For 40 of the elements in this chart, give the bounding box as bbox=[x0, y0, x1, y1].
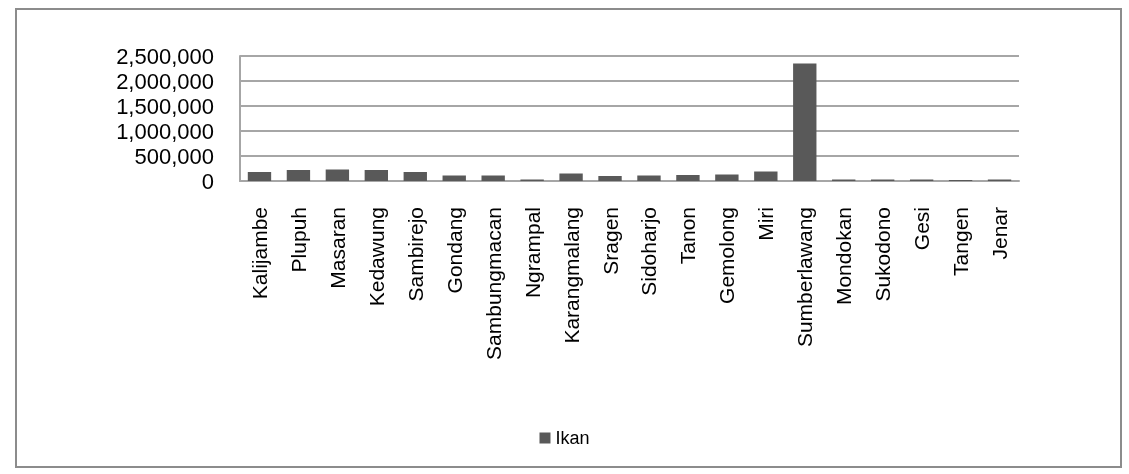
x-tick-label: Sumberlawang bbox=[793, 207, 817, 348]
y-tick-label: 0 bbox=[201, 168, 214, 194]
bar bbox=[481, 175, 505, 181]
x-tick-label: Kedawung bbox=[364, 207, 388, 307]
x-tick-label: Jenar bbox=[988, 206, 1012, 260]
x-tick-label: Gondang bbox=[442, 207, 466, 294]
x-tick-label: Sragen bbox=[598, 207, 622, 275]
x-tick-label: Miri bbox=[754, 207, 778, 241]
x-tick-label: Karangmalang bbox=[559, 207, 583, 344]
x-tick-label: Tanon bbox=[676, 207, 700, 265]
y-tick-label: 2,500,000 bbox=[116, 43, 214, 69]
bar bbox=[754, 171, 778, 181]
bar bbox=[247, 172, 272, 181]
bar bbox=[403, 172, 427, 181]
bar bbox=[715, 174, 739, 181]
x-tick-label: Ngrampal bbox=[520, 207, 544, 299]
bar bbox=[325, 169, 350, 181]
legend-label: Ikan bbox=[555, 428, 590, 448]
x-tick-label: Plupuh bbox=[286, 207, 310, 273]
bar bbox=[637, 175, 661, 181]
x-tick-label: Sidoharjo bbox=[637, 207, 661, 296]
x-tick-label: Gesi bbox=[910, 207, 934, 251]
x-tick-label: Kalijambe bbox=[247, 207, 271, 300]
x-tick-label: Masaran bbox=[325, 207, 349, 289]
y-tick-label: 1,000,000 bbox=[116, 118, 214, 144]
x-tick-label: Sambungmacan bbox=[481, 207, 505, 360]
y-tick-label: 2,000,000 bbox=[116, 68, 214, 94]
x-tick-label: Sambirejo bbox=[403, 207, 427, 302]
bar bbox=[598, 176, 622, 181]
x-tick-label: Mondokan bbox=[832, 207, 856, 306]
bar bbox=[793, 63, 817, 181]
x-tick-label: Tangen bbox=[949, 207, 973, 276]
y-tick-label: 500,000 bbox=[134, 143, 214, 169]
bar bbox=[364, 170, 389, 181]
bar bbox=[676, 175, 700, 181]
bar bbox=[286, 170, 311, 181]
x-tick-label: Gemolong bbox=[715, 207, 739, 304]
y-tick-label: 1,500,000 bbox=[116, 93, 214, 119]
x-tick-label: Sukodono bbox=[871, 207, 895, 302]
bar bbox=[559, 173, 583, 181]
